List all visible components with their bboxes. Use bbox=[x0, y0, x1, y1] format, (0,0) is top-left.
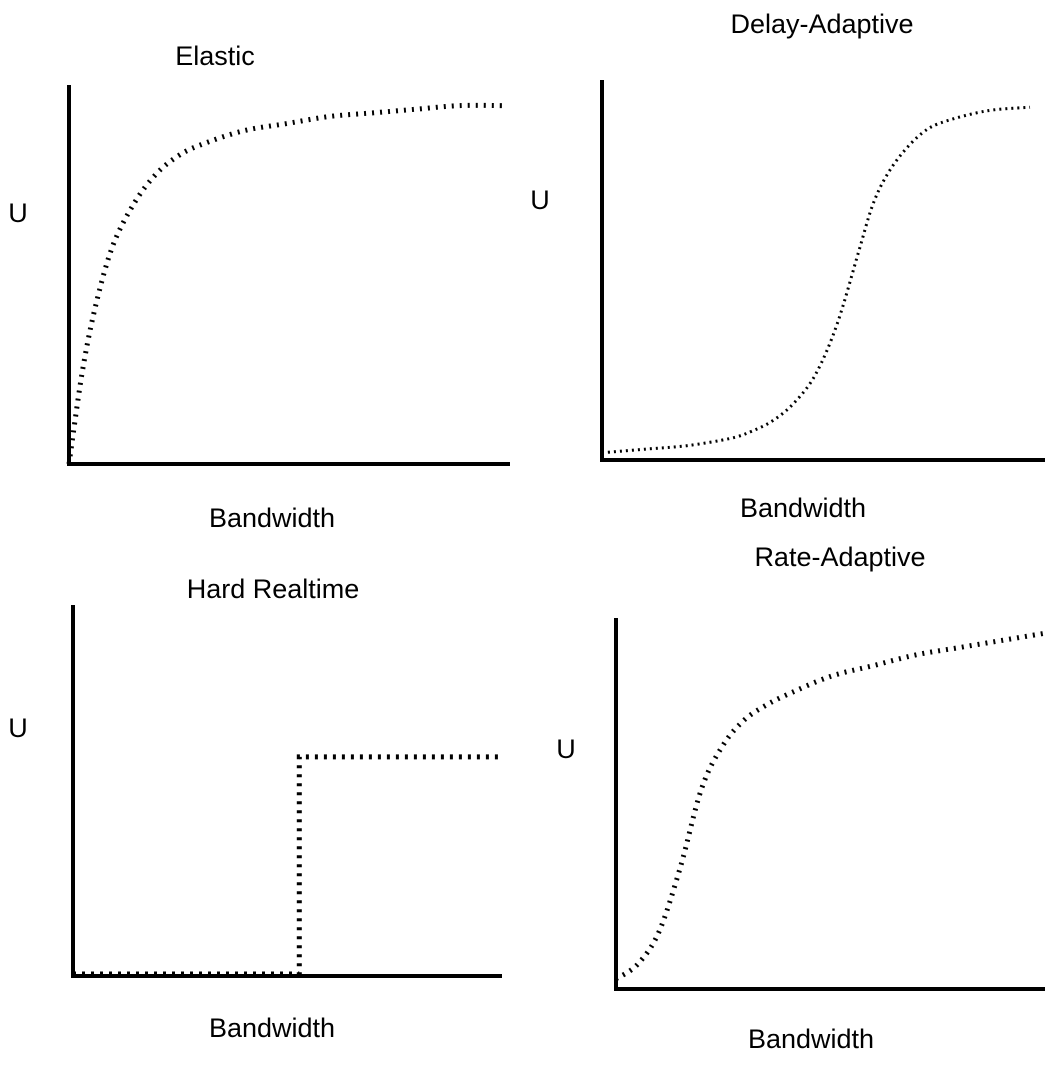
y-axis-label: U bbox=[8, 713, 28, 743]
y-axis-label: U bbox=[556, 734, 576, 764]
chart-delay-adaptive: Delay-Adaptive U Bandwidth bbox=[530, 9, 1045, 523]
x-axis-label: Bandwidth bbox=[740, 493, 866, 523]
x-axis-label: Bandwidth bbox=[748, 1024, 874, 1054]
chart-hard-realtime: Hard Realtime U Bandwidth bbox=[8, 574, 502, 1043]
chart-rate-adaptive: Rate-Adaptive U Bandwidth bbox=[556, 542, 1046, 1054]
chart-title: Hard Realtime bbox=[187, 574, 360, 604]
y-axis-label: U bbox=[8, 198, 28, 228]
y-axis-label: U bbox=[530, 185, 550, 215]
series-line bbox=[73, 754, 500, 977]
series-line bbox=[601, 105, 1031, 455]
chart-title: Delay-Adaptive bbox=[730, 9, 913, 39]
x-axis-label: Bandwidth bbox=[209, 1013, 335, 1043]
chart-title: Elastic bbox=[175, 41, 255, 71]
chart-title: Rate-Adaptive bbox=[754, 542, 925, 572]
series-line bbox=[614, 630, 1046, 981]
chart-elastic: Elastic U Bandwidth bbox=[8, 41, 510, 533]
series-line bbox=[66, 102, 504, 465]
x-axis-label: Bandwidth bbox=[209, 503, 335, 533]
